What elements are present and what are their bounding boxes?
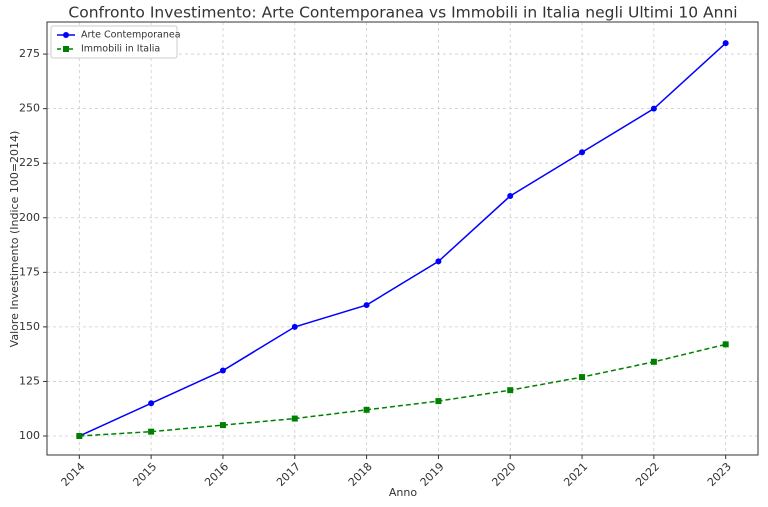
chart-title: Confronto Investimento: Arte Contemporan… (68, 4, 737, 22)
x-tick-label: 2017 (274, 460, 303, 489)
point (363, 302, 370, 309)
x-tick-label: 2015 (130, 460, 159, 489)
series-line (79, 42, 727, 437)
x-tick-label: 2022 (633, 460, 662, 489)
point (722, 341, 729, 348)
x-tick-label: 2014 (59, 460, 88, 489)
x-tick-label: 2019 (418, 460, 447, 489)
y-tick-label: 100 (19, 429, 40, 442)
x-tick-label: 2016 (202, 460, 231, 489)
y-tick-label: 175 (19, 265, 40, 278)
point (219, 367, 226, 374)
point (579, 374, 586, 381)
point (507, 387, 514, 394)
y-tick-label: 125 (19, 374, 40, 387)
point (363, 406, 370, 413)
x-tick-label: 2018 (346, 460, 375, 489)
x-tick-label: 2021 (561, 460, 590, 489)
point (435, 258, 442, 265)
legend-label: Arte Contemporanea (81, 30, 181, 41)
point (76, 433, 83, 440)
point (579, 149, 586, 156)
x-tick-label: 2020 (489, 460, 518, 489)
point (291, 415, 298, 422)
point (650, 105, 657, 112)
point (291, 323, 298, 330)
legend-box (50, 25, 178, 59)
point (148, 428, 155, 435)
point (148, 400, 155, 407)
y-tick-label: 150 (19, 320, 40, 333)
point (650, 358, 657, 365)
x-tick-label: 2023 (705, 460, 734, 489)
series-line (79, 343, 726, 437)
y-tick-label: 225 (19, 156, 40, 169)
legend-marker (63, 32, 69, 38)
legend-marker (63, 46, 69, 52)
point (507, 192, 514, 199)
y-tick-label: 200 (19, 211, 40, 224)
point (219, 422, 226, 429)
point (722, 40, 729, 47)
y-tick-label: 275 (19, 47, 40, 60)
y-tick-label: 250 (19, 102, 40, 115)
plot-frame (46, 21, 759, 456)
y-axis-label: Valore Investimento (Indice 100=2014) (8, 131, 21, 348)
point (435, 398, 442, 405)
x-axis-label: Anno (389, 486, 417, 499)
legend-label: Immobili in Italia (81, 44, 160, 55)
